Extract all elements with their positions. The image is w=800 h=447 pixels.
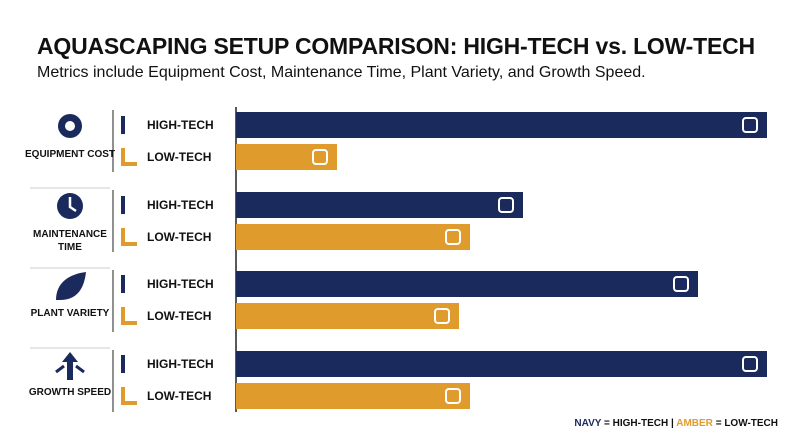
row-label: HIGH-TECH (147, 118, 214, 132)
value-icon (444, 387, 461, 404)
bar (236, 303, 460, 329)
value-label: Moderate (Weekly) (664, 6, 766, 20)
bar (236, 223, 470, 250)
value-icon (311, 149, 328, 165)
value-icon (742, 117, 758, 133)
series-icon (121, 195, 137, 214)
legend-text: AMBER (676, 418, 713, 429)
bar (236, 350, 767, 377)
value-icon (672, 276, 689, 292)
value-label: Slow to Moderate (Steady) (623, 6, 766, 20)
legend-text: HIGH-TECH (612, 418, 669, 429)
category-label: EQUIPMENT COST (25, 149, 116, 160)
chart-title: AQUASCAPING SETUP COMPARISON: HIGH-TECH … (37, 33, 755, 59)
legend-text: LOW-TECH (724, 418, 778, 429)
row-label: HIGH-TECH (147, 356, 214, 371)
chart-subtitle: Metrics include Equipment Cost, Maintena… (37, 64, 646, 81)
value-icon (444, 228, 461, 245)
category-label: GROWTH SPEED (28, 387, 112, 398)
value-icon (497, 196, 514, 213)
series-icon (121, 148, 137, 166)
row-label: LOW-TECH (147, 150, 212, 164)
category-label: MAINTENANCE TIME (33, 229, 107, 253)
legend: NAVY = HIGH-TECH | AMBER = LOW-TECH (574, 418, 778, 429)
row-label: HIGH-TECH (147, 277, 214, 291)
series-icon (121, 227, 137, 246)
series-icon (121, 354, 137, 373)
legend-text: | (671, 418, 674, 429)
row-label: LOW-TECH (147, 309, 212, 323)
value-icon (434, 308, 451, 324)
category-label: PLANT VARIETY (30, 308, 110, 319)
bar (236, 191, 523, 218)
row-label: LOW-TECH (147, 229, 212, 244)
legend-text: = (604, 418, 610, 429)
value-icon (742, 355, 758, 372)
value-label: Low ($) (725, 6, 766, 20)
bar (236, 144, 337, 170)
row-label: HIGH-TECH (147, 197, 214, 212)
series-icon (121, 116, 137, 134)
legend-text: = (715, 418, 722, 429)
series-icon (121, 307, 137, 325)
bar (236, 271, 698, 297)
bar (236, 382, 470, 409)
value-label: Extensive (All Types) (654, 6, 766, 20)
value-label: Rapid (Accelerated) (659, 6, 766, 20)
series-icon (121, 386, 137, 405)
value-label: Very High ($$$$) (675, 6, 766, 20)
legend-text: NAVY (574, 418, 602, 429)
bar (236, 112, 767, 138)
series-icon (121, 275, 137, 293)
value-label: Low (Bi-weekly/Monthly) (635, 6, 766, 20)
value-label: Limited (Hardy Species) (637, 6, 766, 20)
row-label: LOW-TECH (147, 388, 212, 403)
